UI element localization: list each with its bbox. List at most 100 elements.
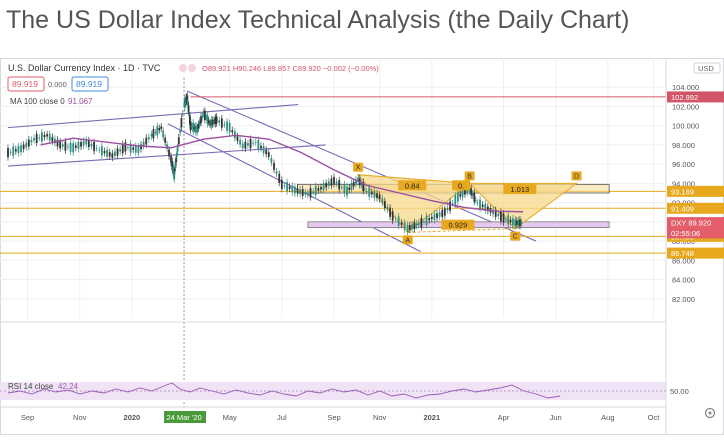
candle-body <box>82 140 85 146</box>
candle-body <box>77 142 80 149</box>
candle-body <box>479 199 481 209</box>
candle-body <box>504 218 507 220</box>
channel-upper-line <box>7 103 299 129</box>
price-badge-label: 02:55:06 <box>671 229 700 238</box>
candle-body <box>198 120 201 126</box>
settings-gear-icon[interactable] <box>704 407 716 419</box>
candle-body <box>43 134 46 138</box>
y-tick-label: 96.000 <box>672 160 695 169</box>
candle-body <box>85 139 88 145</box>
candle-body <box>247 143 249 146</box>
candle-body <box>80 142 82 147</box>
candle-body <box>168 149 170 157</box>
candle-body <box>74 145 77 148</box>
candle-body <box>461 190 464 198</box>
candle-body <box>283 185 286 187</box>
y-tick-label: 100.000 <box>672 122 699 131</box>
candle-body <box>502 213 505 223</box>
candle-body <box>378 194 381 200</box>
candle-body <box>291 185 294 193</box>
candle-body <box>160 126 163 129</box>
pattern-point-label: X <box>356 165 361 172</box>
sell-button[interactable] <box>7 76 45 92</box>
ohlc-values: O89.921 H90.246 L89.857 C89.920 −0.002 (… <box>202 64 379 73</box>
candle-body <box>330 178 333 186</box>
candle-body <box>210 119 213 127</box>
buy-price: 89.919 <box>76 79 102 89</box>
candle-body <box>189 121 192 131</box>
x-tick-label: 2020 <box>124 413 141 422</box>
candle-body <box>474 199 477 201</box>
candle-body <box>41 132 43 142</box>
candle-body <box>183 98 186 108</box>
candle-body <box>514 219 517 227</box>
candle-body <box>103 150 106 154</box>
currency-label: USD <box>698 64 714 73</box>
candle-body <box>497 213 500 217</box>
candle-body <box>205 117 208 119</box>
candle-body <box>364 188 366 190</box>
candle-body <box>338 180 341 190</box>
candle-body <box>443 208 446 216</box>
candle-body <box>156 126 159 136</box>
candle-body <box>72 143 75 153</box>
candle-body <box>100 146 103 156</box>
candle-body <box>486 206 489 212</box>
alert-dot-icon <box>188 64 196 72</box>
candle-body <box>343 184 346 194</box>
buy-button[interactable] <box>71 76 109 92</box>
x-tick-label: May <box>223 413 237 422</box>
candle-body <box>325 182 328 188</box>
candle-body <box>278 173 281 183</box>
candle-body <box>454 195 457 205</box>
candle-body <box>265 149 268 155</box>
pattern-point-label: B <box>467 173 472 180</box>
candle-body <box>423 221 425 223</box>
candle-body <box>140 144 142 150</box>
candle-body <box>520 221 523 224</box>
candle-body <box>35 133 38 143</box>
candle-body <box>383 201 386 208</box>
price-badge-label: DXY 89.920 <box>671 219 711 228</box>
spread-value: 0.000 <box>48 80 67 89</box>
channel-lower-line <box>7 144 326 167</box>
candle-body <box>17 146 20 153</box>
candle-body <box>509 219 512 223</box>
rsi-value: 42.24 <box>58 382 79 391</box>
ratio-badge <box>452 180 471 191</box>
candle-body <box>466 188 469 193</box>
candle-body <box>296 188 299 194</box>
candle-body <box>170 155 172 163</box>
candle-body <box>389 207 391 217</box>
candle-body <box>307 192 309 196</box>
candle-body <box>223 124 226 126</box>
price-badge <box>667 185 724 197</box>
candle-body <box>180 118 183 128</box>
y-tick-label: 104.000 <box>672 83 699 92</box>
ratio-label: 1.013 <box>510 185 529 194</box>
candle-body <box>254 142 257 143</box>
candle-body <box>446 208 449 211</box>
candle-body <box>430 216 433 220</box>
candle-body <box>492 209 494 215</box>
candle-body <box>173 170 176 180</box>
candle-body <box>436 213 438 218</box>
candle-body <box>365 191 368 192</box>
candle-body <box>142 141 145 147</box>
candle-body <box>449 201 451 211</box>
candle-body <box>20 145 22 153</box>
rsi-label: RSI 14 close <box>8 382 54 391</box>
candle-body <box>270 158 273 163</box>
candle-body <box>187 105 190 113</box>
y-tick-label: 102.000 <box>672 102 699 111</box>
currency-select[interactable] <box>693 62 721 74</box>
price-badge-label: 86.748 <box>671 249 694 258</box>
candle-body <box>517 220 520 226</box>
candle-body <box>464 189 466 195</box>
candle-body <box>411 224 414 229</box>
candle-body <box>202 112 205 115</box>
x-tick-label: Jun <box>550 413 562 422</box>
candle-body <box>413 222 416 230</box>
candle-body <box>239 139 242 145</box>
candle-body <box>51 136 54 142</box>
